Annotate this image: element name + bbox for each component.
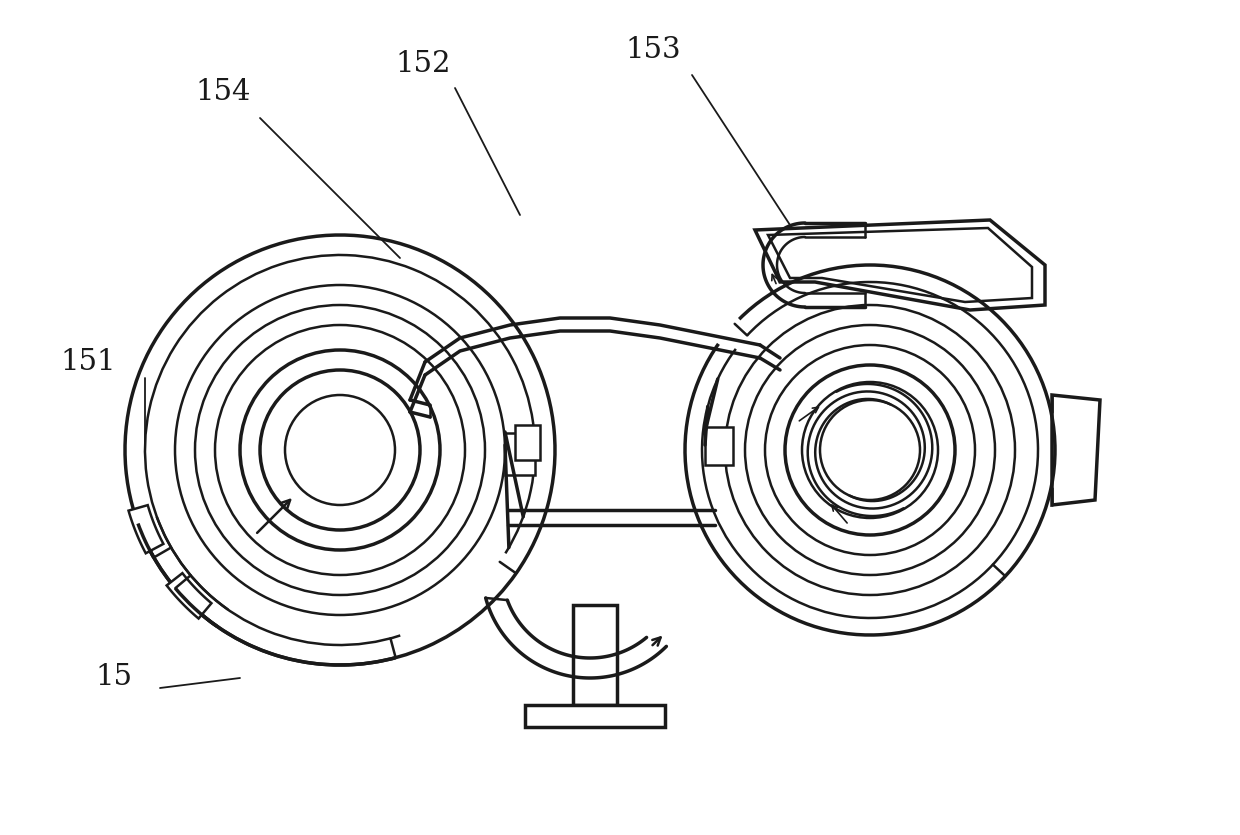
Text: 153: 153 (625, 36, 681, 64)
Polygon shape (755, 220, 1045, 310)
Text: 152: 152 (396, 50, 450, 78)
Polygon shape (515, 425, 539, 460)
Polygon shape (573, 605, 618, 705)
Polygon shape (525, 705, 665, 727)
Text: 151: 151 (60, 348, 115, 376)
Polygon shape (129, 505, 164, 554)
Text: 154: 154 (195, 78, 250, 106)
Text: 15: 15 (95, 663, 131, 691)
Polygon shape (1052, 395, 1100, 505)
Polygon shape (166, 573, 212, 619)
Polygon shape (505, 433, 534, 475)
Polygon shape (706, 427, 733, 465)
